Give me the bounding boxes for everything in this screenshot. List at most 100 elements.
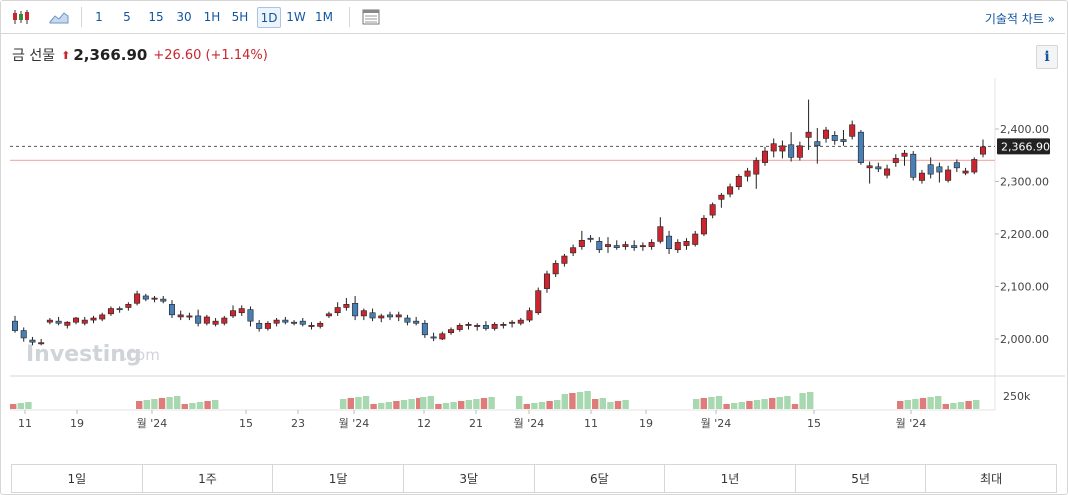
volume-bar <box>400 400 408 409</box>
interval-1w[interactable]: 1W <box>286 10 306 24</box>
range-1y[interactable]: 1년 <box>665 465 796 492</box>
candle-body <box>142 295 149 300</box>
range-1d[interactable]: 1일 <box>12 465 143 492</box>
candle-body <box>38 342 45 345</box>
y-axis: 2,400.00 2,300.00 2,200.00 2,100.00 2,000.00… <box>995 123 1049 403</box>
candle-body <box>927 164 934 175</box>
volume-bar <box>569 393 576 409</box>
candle-body <box>953 162 960 169</box>
candle-body <box>945 169 952 181</box>
volume-bar <box>385 402 392 409</box>
volume-bar <box>912 399 919 409</box>
candle <box>823 126 830 143</box>
volume-bar <box>362 396 370 409</box>
candle-body <box>291 321 298 324</box>
candle <box>683 238 690 250</box>
candle-body <box>212 320 219 325</box>
candle <box>73 316 80 325</box>
candle <box>657 217 664 244</box>
candle <box>221 315 228 326</box>
interval-1d[interactable]: 1D <box>257 7 281 28</box>
candle-body <box>857 131 864 163</box>
candle <box>81 316 88 326</box>
candlestick-icon[interactable] <box>9 7 33 27</box>
info-button[interactable]: i <box>1036 45 1058 69</box>
volume-bar <box>151 399 158 409</box>
volume-bar <box>950 403 957 409</box>
candle <box>448 327 455 335</box>
current-price-label: 2,366.90 <box>1001 140 1050 153</box>
interval-1[interactable]: 1 <box>95 10 103 24</box>
candle-body <box>901 152 908 157</box>
x-tick-label: 12 <box>417 417 431 430</box>
volume-bar <box>204 401 211 409</box>
candle <box>247 306 254 327</box>
candle <box>116 306 123 313</box>
x-tick-label: 11 <box>18 417 32 430</box>
toolbar-divider <box>349 7 350 27</box>
technical-chart-link[interactable]: 기술적 차트 » <box>984 12 1055 26</box>
volume-bar <box>973 400 980 409</box>
candle <box>779 140 786 159</box>
candle-body <box>796 145 803 158</box>
range-1m[interactable]: 1달 <box>273 465 404 492</box>
candle <box>735 174 742 190</box>
x-tick-label: 19 <box>70 417 84 430</box>
interval-5[interactable]: 5 <box>123 10 131 24</box>
chart-grid <box>10 78 1065 411</box>
candle <box>639 242 646 251</box>
candle-body <box>727 186 734 195</box>
interval-1m[interactable]: 1M <box>315 10 333 24</box>
calendar-grid-icon[interactable] <box>359 7 383 27</box>
candle-body <box>46 319 53 323</box>
y-tick-label: 2,100.00 <box>1000 281 1049 294</box>
candle <box>709 202 716 219</box>
range-1w[interactable]: 1주 <box>143 465 274 492</box>
range-5y[interactable]: 5년 <box>796 465 927 492</box>
candle-body <box>840 139 847 142</box>
price-chart[interactable]: Investing .com 2,366.90 2,400.00 2,300.00… <box>0 0 1068 440</box>
interval-30[interactable]: 30 <box>176 10 192 24</box>
volume-bar <box>158 398 166 409</box>
volume-bar <box>723 404 730 409</box>
candle-body <box>823 129 830 139</box>
candle <box>177 310 184 321</box>
candle-body <box>238 308 245 314</box>
volume-bar <box>488 397 495 409</box>
candle <box>666 230 673 254</box>
volume-bar <box>554 400 561 409</box>
candles <box>11 99 987 346</box>
range-3m[interactable]: 3달 <box>404 465 535 492</box>
candle-body <box>151 297 158 300</box>
candle <box>439 331 446 341</box>
volume-bar <box>473 399 480 409</box>
volume-bar <box>776 397 783 409</box>
candle-body <box>683 241 690 246</box>
candle <box>648 239 655 250</box>
chart-toolbar: 1 5 15 30 1H 5H 1D 1W 1M 기술적 차트 » <box>1 1 1065 34</box>
candle <box>788 132 795 162</box>
y-tick-label: 2,000.00 <box>1000 333 1049 346</box>
candle <box>509 320 516 328</box>
x-tick-label: 월 '24 <box>514 417 545 430</box>
volume-bar <box>378 403 385 409</box>
candle <box>910 151 917 181</box>
volume-bar <box>753 400 761 409</box>
candle <box>857 130 864 165</box>
volume-bar <box>516 396 523 409</box>
candle <box>125 302 132 311</box>
candle <box>29 336 36 346</box>
area-chart-icon[interactable] <box>47 7 71 27</box>
interval-1h[interactable]: 1H <box>203 10 221 24</box>
candle-body <box>116 308 123 311</box>
volume-bar <box>614 401 622 409</box>
candle-body <box>20 330 27 339</box>
range-max[interactable]: 최대 <box>980 472 1003 486</box>
range-6m[interactable]: 6달 <box>535 465 666 492</box>
interval-15[interactable]: 15 <box>148 10 164 24</box>
interval-5h[interactable]: 5H <box>231 10 249 24</box>
candle <box>413 316 420 326</box>
volume-bar <box>143 400 150 409</box>
candle-body <box>491 323 498 329</box>
volume-bar <box>693 399 700 409</box>
